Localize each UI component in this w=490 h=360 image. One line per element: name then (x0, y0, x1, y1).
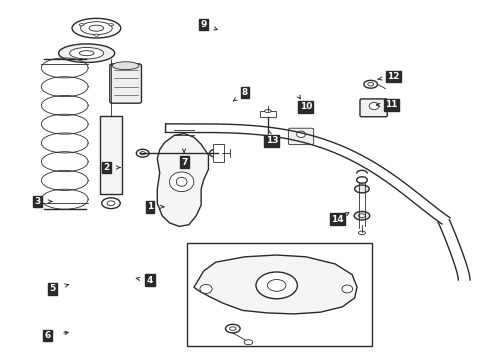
Ellipse shape (359, 231, 366, 235)
Ellipse shape (357, 177, 368, 183)
Ellipse shape (170, 172, 194, 192)
Ellipse shape (230, 327, 236, 330)
Ellipse shape (72, 18, 121, 38)
Ellipse shape (355, 185, 369, 193)
Polygon shape (157, 134, 208, 226)
Ellipse shape (94, 34, 99, 36)
Ellipse shape (79, 24, 84, 26)
Ellipse shape (209, 149, 222, 157)
Text: 4: 4 (147, 275, 153, 284)
Bar (100, 116, 122, 194)
Ellipse shape (369, 103, 379, 110)
Ellipse shape (354, 211, 370, 220)
Ellipse shape (268, 279, 286, 291)
Ellipse shape (136, 149, 149, 157)
Ellipse shape (368, 82, 374, 86)
Text: 2: 2 (103, 163, 109, 172)
Text: 3: 3 (35, 197, 41, 206)
Ellipse shape (79, 51, 94, 56)
Ellipse shape (225, 324, 240, 333)
Text: 11: 11 (385, 100, 397, 109)
Ellipse shape (70, 48, 104, 59)
Text: 13: 13 (266, 136, 278, 145)
Ellipse shape (89, 25, 104, 31)
Bar (260, 111, 276, 117)
Text: 9: 9 (200, 20, 207, 29)
Text: 12: 12 (388, 72, 400, 81)
Ellipse shape (342, 285, 353, 293)
Ellipse shape (140, 152, 146, 155)
FancyBboxPatch shape (360, 99, 387, 117)
Text: 14: 14 (331, 215, 344, 224)
FancyBboxPatch shape (110, 64, 142, 103)
Ellipse shape (359, 214, 366, 218)
Ellipse shape (213, 152, 219, 155)
Bar (213, 144, 224, 162)
Ellipse shape (296, 131, 305, 138)
Text: 7: 7 (181, 158, 187, 167)
Text: 1: 1 (147, 202, 153, 211)
Ellipse shape (200, 284, 212, 293)
Ellipse shape (176, 177, 187, 186)
Ellipse shape (265, 110, 271, 112)
Polygon shape (194, 255, 357, 314)
Ellipse shape (80, 22, 112, 35)
Ellipse shape (364, 80, 377, 88)
Text: 8: 8 (242, 88, 248, 97)
Text: 5: 5 (49, 284, 56, 293)
Ellipse shape (256, 272, 297, 299)
Ellipse shape (109, 24, 114, 26)
Ellipse shape (107, 201, 115, 206)
Text: 10: 10 (300, 102, 312, 111)
Ellipse shape (59, 44, 115, 63)
Ellipse shape (102, 198, 120, 208)
Ellipse shape (244, 340, 253, 345)
FancyBboxPatch shape (288, 128, 314, 145)
Text: 6: 6 (45, 331, 51, 340)
Bar (187, 243, 372, 346)
Ellipse shape (112, 62, 139, 69)
